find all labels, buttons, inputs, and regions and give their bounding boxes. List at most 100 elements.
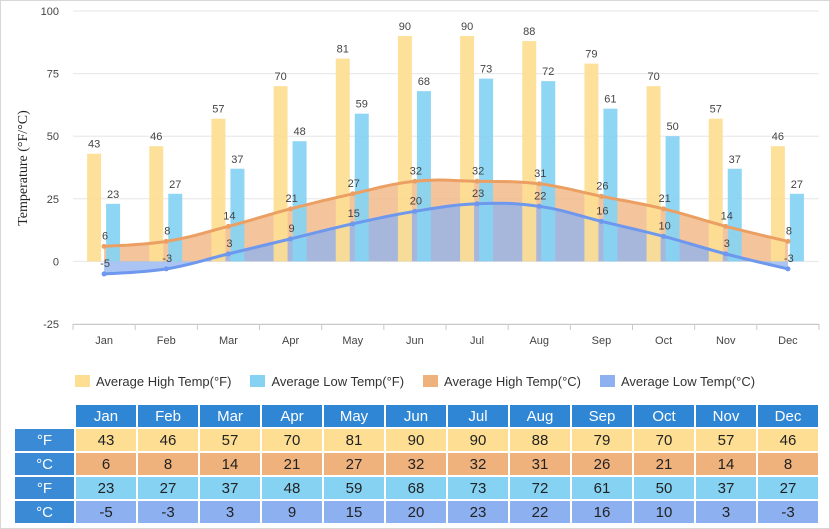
legend-swatch — [423, 375, 439, 387]
table-cell: 68 — [386, 477, 446, 499]
table-cell: 27 — [138, 477, 198, 499]
point-label: 9 — [289, 223, 295, 235]
table-month-header: Sep — [572, 405, 632, 427]
table-cell: 37 — [696, 477, 756, 499]
table-cell: -3 — [138, 501, 198, 523]
bar — [273, 86, 288, 262]
series-point — [101, 271, 107, 277]
point-label: 22 — [534, 190, 546, 202]
bar-label: 37 — [231, 154, 243, 166]
line-layer — [101, 178, 791, 277]
x-tick-label: May — [342, 335, 363, 347]
table-cell: 72 — [510, 477, 570, 499]
bar — [354, 113, 369, 262]
y-tick-label: 75 — [47, 69, 59, 81]
table-month-header: Aug — [510, 405, 570, 427]
legend-item[interactable]: Average High Temp(°F) — [74, 372, 232, 390]
series-point — [350, 191, 356, 197]
series-line — [103, 178, 789, 248]
point-label: 26 — [596, 180, 608, 192]
bar-label: 73 — [480, 64, 492, 76]
point-label: 23 — [472, 188, 484, 200]
table-cell: 50 — [634, 477, 694, 499]
bar — [646, 86, 661, 262]
series-point — [661, 233, 667, 239]
legend-label: Average High Temp(°F) — [95, 373, 232, 389]
table-month-header: Jun — [386, 405, 446, 427]
series-point — [598, 193, 604, 199]
bar — [770, 146, 785, 262]
bar-label: 61 — [604, 94, 616, 106]
table-cell: 46 — [138, 429, 198, 451]
bar — [708, 118, 723, 262]
point-label: 20 — [410, 195, 422, 207]
series-point — [474, 178, 480, 184]
bar-label: 46 — [150, 131, 162, 143]
series-point — [225, 223, 231, 229]
point-label: -3 — [162, 253, 172, 265]
row-unit-label: °F — [15, 477, 74, 499]
table-cell: 43 — [76, 429, 136, 451]
bar — [522, 41, 537, 262]
table-cell: 88 — [510, 429, 570, 451]
bar — [168, 193, 183, 262]
point-label: 21 — [285, 193, 297, 205]
bar-label: 68 — [418, 76, 430, 88]
table-month-header: May — [324, 405, 384, 427]
table-cell: 32 — [448, 453, 508, 475]
point-label: 21 — [658, 193, 670, 205]
row-unit-label: °C — [15, 453, 74, 475]
bar — [335, 58, 350, 262]
table-cell: 14 — [696, 453, 756, 475]
table-cell: 20 — [386, 501, 446, 523]
y-tick-label: 0 — [53, 256, 59, 268]
table-cell: -3 — [758, 501, 818, 523]
y-tick-label: 25 — [47, 194, 59, 206]
axis-layer: -25 0 25 50 75 100 Jan Feb Mar Apr May Jun Jul Aug Sep… — [16, 6, 820, 347]
x-tick-label: Apr — [282, 335, 299, 347]
point-label: 3 — [724, 238, 730, 250]
bar-label: 88 — [523, 26, 535, 38]
temperature-table: Jan Feb Mar Apr May Jun Jul Aug Sep Oct Nov Dec °F 4… — [13, 403, 820, 525]
x-tick-label: Feb — [157, 335, 176, 347]
legend-item[interactable]: Average Low Temp(°F) — [250, 372, 404, 390]
table-cell: 21 — [634, 453, 694, 475]
bar — [541, 81, 556, 262]
point-label: 14 — [721, 210, 733, 222]
table-cell: 8 — [758, 453, 818, 475]
table-cell: 90 — [386, 429, 446, 451]
bar-label: 81 — [337, 44, 349, 56]
legend-item[interactable]: Average Low Temp(°C) — [600, 372, 755, 390]
table-month-header: Feb — [138, 405, 198, 427]
table-cell: 9 — [262, 501, 322, 523]
table-cell: 22 — [510, 501, 570, 523]
bar-label: 27 — [791, 179, 803, 191]
bar-label: 37 — [729, 154, 741, 166]
point-label: 32 — [410, 165, 422, 177]
bar — [789, 193, 804, 262]
x-tick-label: Jan — [95, 335, 113, 347]
point-label: 8 — [786, 225, 792, 237]
series-point — [412, 178, 418, 184]
bar — [397, 36, 412, 262]
table-cell: 57 — [200, 429, 260, 451]
table-cell: 6 — [76, 453, 136, 475]
series-point — [163, 266, 169, 272]
table-cell: 32 — [386, 453, 446, 475]
bar — [727, 168, 742, 262]
series-point — [350, 221, 356, 227]
table-cell: 48 — [262, 477, 322, 499]
table-month-header: Jul — [448, 405, 508, 427]
bar-label: 27 — [169, 179, 181, 191]
legend-item[interactable]: Average High Temp(°C) — [423, 372, 581, 390]
legend-label: Average Low Temp(°C) — [621, 373, 756, 389]
bar-label: 70 — [274, 71, 286, 83]
point-label: -3 — [784, 253, 794, 265]
table-cell: 70 — [634, 429, 694, 451]
table-month-header: Jan — [76, 405, 136, 427]
x-tick-label: Jun — [406, 335, 424, 347]
legend-swatch — [74, 375, 90, 387]
table-cell: 27 — [758, 477, 818, 499]
